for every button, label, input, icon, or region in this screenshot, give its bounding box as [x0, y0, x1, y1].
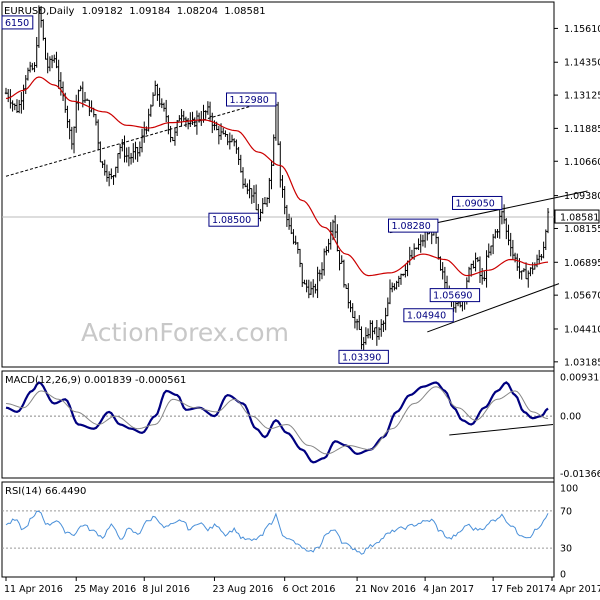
price-annotation-label: 1.08500: [212, 215, 251, 226]
x-tick-label: 8 Jul 2016: [142, 584, 190, 595]
price-panel-frame: [1, 1, 555, 368]
chart-title: EURUSD,Daily 1.09182 1.09184 1.08204 1.0…: [4, 6, 266, 17]
x-tick-label: 25 May 2016: [74, 584, 136, 595]
price-annotation-box: [387, 218, 439, 233]
price-y-tick-label: 1.06895: [564, 258, 600, 269]
price-annotation-box: [403, 308, 454, 323]
price-annotation-box: [1, 15, 34, 30]
price-annotation-label: 1.04940: [407, 311, 446, 322]
current-price-box: [554, 209, 600, 224]
macd-trendline: [449, 424, 554, 436]
rsi-title: RSI(14) 66.4490: [5, 486, 86, 497]
title-timeframe: Daily: [49, 6, 74, 17]
macd-y-axis: 0.009316 0.00 -0.013661: [560, 373, 600, 480]
rsi-line: [5, 510, 549, 555]
macd-y-tick-label: -0.013661: [560, 469, 600, 480]
price-annotation-label: 1.05690: [433, 291, 472, 302]
rsi-level-lines: [2, 510, 554, 549]
price-y-tick-label: 1.08155: [564, 224, 600, 235]
price-y-tick-label: 1.09380: [564, 191, 600, 202]
title-symbol: EURUSD: [4, 6, 46, 17]
x-tick-label: 6 Oct 2016: [283, 584, 336, 595]
price-annotation-box: [226, 92, 277, 107]
x-tick-label: 4 Apr 2017: [550, 584, 600, 595]
current-price-label: 1.08581: [560, 213, 599, 224]
macd-signal-line: [5, 386, 549, 455]
price-annotations: 6150 1.12980 1.08500 1.08280 1.09050 1.05690 1…: [1, 15, 503, 364]
price-annotation-label: 6150: [5, 18, 29, 29]
price-trendline: [427, 283, 560, 333]
title-open: 1.09182: [82, 6, 123, 17]
macd-line: [5, 381, 549, 464]
price-trendlines: [5, 98, 588, 333]
price-annotation-label: 1.09050: [456, 198, 495, 209]
rsi-y-tick-label: 0: [560, 570, 566, 581]
price-y-tick-label: 1.10660: [564, 157, 600, 168]
price-annotation-box: [208, 212, 259, 227]
rsi-line: [5, 510, 549, 555]
title-close: 1.08581: [224, 6, 265, 17]
price-trendline: [5, 98, 277, 177]
x-tick-label: 23 Aug 2016: [212, 584, 273, 595]
svg-text:EURUSD,Daily 1.09182: EURUSD,Daily 1.09182 1.09184 1.08204 1.0…: [4, 6, 266, 17]
price-annotation-label: 1.12980: [230, 95, 269, 106]
x-tick-label: 17 Feb 2017: [491, 584, 550, 595]
rsi-y-tick-label: 70: [560, 506, 572, 517]
rsi-y-axis: 100 70 30 0: [560, 484, 578, 581]
price-y-tick-label: 1.05670: [564, 291, 600, 302]
price-y-tick-label: 1.03185: [564, 357, 600, 368]
x-tick-label: 4 Jan 2017: [423, 584, 474, 595]
title-low: 1.08204: [177, 6, 218, 17]
price-annotation-label: 1.08280: [391, 221, 430, 232]
moving-average-line: [5, 76, 549, 277]
price-annotation-box: [338, 349, 389, 364]
x-tick-label: 21 Nov 2016: [355, 584, 416, 595]
price-annotation-box: [452, 195, 503, 210]
macd-title: MACD(12,26,9) 0.001839 -0.000561: [5, 375, 186, 386]
price-annotation-label: 1.03390: [342, 352, 381, 363]
x-axis: 11 Apr 2016 25 May 2016 8 Jul 2016 23 Aug 2…: [4, 577, 600, 595]
watermark-text: ActionForex.com: [81, 318, 289, 347]
price-y-tick-label: 1.04410: [564, 324, 600, 335]
x-tick-label: 11 Apr 2016: [4, 584, 63, 595]
rsi-y-tick-label: 30: [560, 544, 572, 555]
price-y-tick-label: 1.15610: [564, 24, 600, 35]
price-y-axis: 1.15610 1.14350 1.13125 1.11885 1.10660 1.093…: [554, 24, 600, 368]
price-y-tick-label: 1.11885: [564, 124, 600, 135]
price-y-tick-label: 1.13125: [564, 91, 600, 102]
macd-y-tick-label: 0.009316: [560, 373, 600, 384]
macd-y-tick-label: 0.00: [560, 412, 581, 423]
price-y-tick-label: 1.14350: [564, 58, 600, 69]
price-annotation-box: [429, 288, 481, 303]
title-high: 1.09184: [129, 6, 170, 17]
macd-lines: [5, 381, 554, 464]
rsi-y-tick-label: 100: [560, 484, 578, 495]
moving-average: [5, 76, 549, 277]
